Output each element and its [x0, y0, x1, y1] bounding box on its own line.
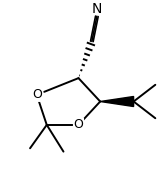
Polygon shape [100, 96, 134, 107]
Text: N: N [92, 1, 102, 16]
Text: O: O [32, 88, 42, 101]
Text: O: O [73, 118, 84, 131]
